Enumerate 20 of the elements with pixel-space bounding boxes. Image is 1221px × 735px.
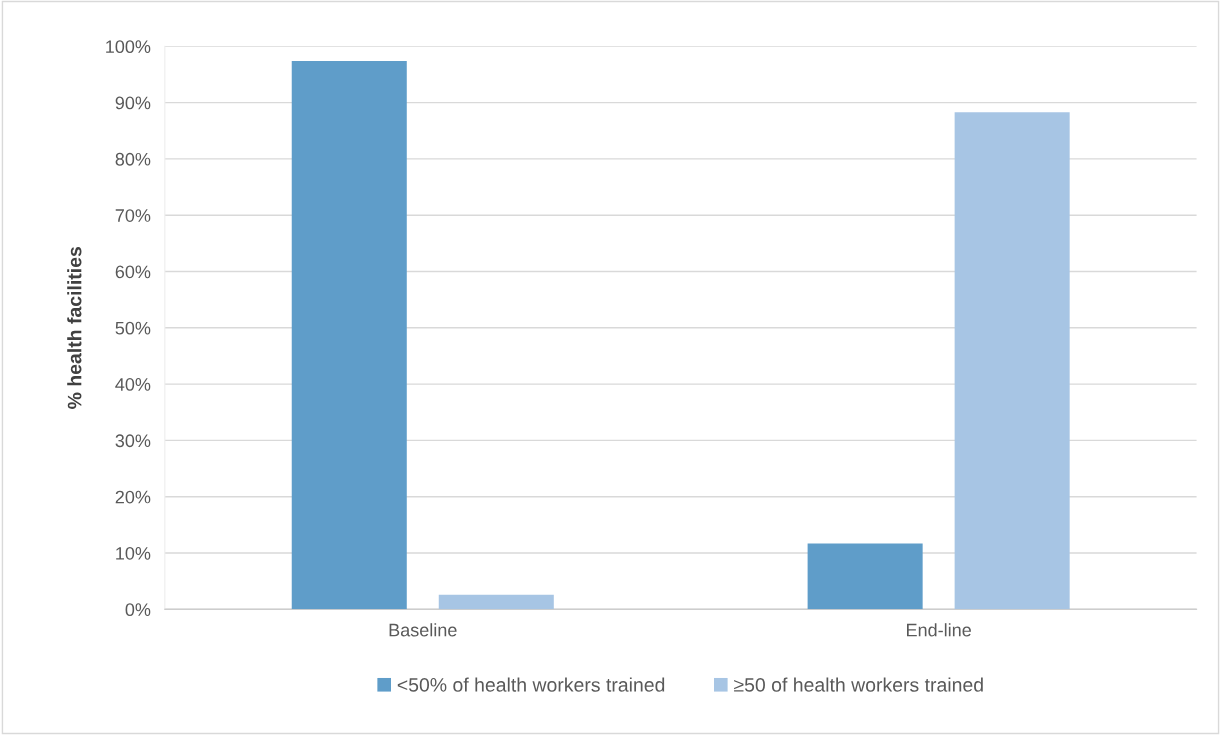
legend-label: ≥50 of health workers trained: [734, 677, 983, 692]
x-tick-label: End-line: [907, 623, 971, 637]
y-axis-title: % health facilities: [67, 247, 82, 409]
y-tick-label: 100%: [106, 40, 151, 54]
x-tick-label: Baseline: [389, 623, 457, 637]
bar: [291, 60, 407, 610]
y-tick-label: 80%: [115, 152, 151, 166]
y-tick-label: 50%: [115, 321, 151, 335]
y-tick-label: 90%: [115, 96, 151, 110]
y-tick-label: 30%: [115, 434, 151, 448]
y-tick-label: 60%: [115, 265, 151, 279]
y-tick-label: 70%: [115, 209, 151, 222]
legend-label: <50% of health workers trained: [397, 677, 665, 692]
y-tick-label: 0%: [125, 603, 151, 617]
y-tick-label: 20%: [115, 490, 151, 504]
bar: [807, 543, 923, 610]
bar: [438, 594, 554, 610]
y-tick-label: 10%: [116, 546, 151, 560]
bar: [954, 112, 1070, 610]
y-tick-label: 40%: [115, 378, 151, 391]
